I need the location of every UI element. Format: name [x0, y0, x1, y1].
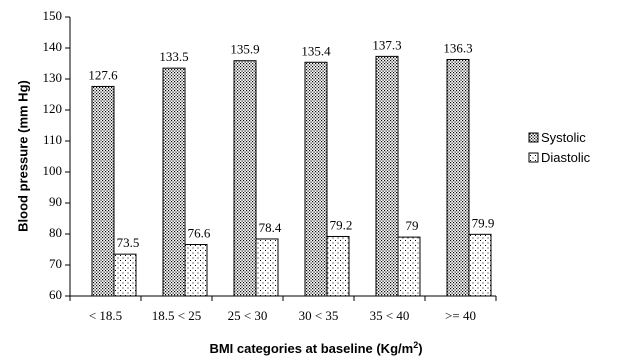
bar-diastolic-1: [184, 244, 208, 297]
legend-label-systolic: Systolic: [541, 130, 586, 145]
data-label-diastolic-1: 76.6: [188, 226, 211, 241]
bar-diastolic-3: [326, 235, 350, 297]
y-tick-label: 70: [49, 256, 62, 271]
data-label-diastolic-3: 79.2: [330, 217, 353, 232]
legend: Systolic Diastolic: [528, 130, 591, 165]
y-tick-label: 110: [43, 132, 62, 147]
legend-swatch-systolic: [528, 132, 539, 143]
y-tick-label: 150: [43, 8, 63, 23]
x-axis: < 18.5 18.5 < 25 25 < 30 30 < 35 35 < 40 >= 4…: [69, 295, 497, 323]
x-tick-label: 18.5 < 25: [152, 308, 202, 323]
bar-systolic-5: [446, 58, 470, 297]
plot-area: 127.6 133.5 135.9 135.4 137.3 136.3 73.5 76.6 78…: [88, 37, 495, 297]
x-tick-label: >= 40: [445, 308, 476, 323]
x-tick-label: 25 < 30: [228, 308, 268, 323]
data-label-diastolic-0: 73.5: [117, 235, 140, 250]
bar-systolic-4: [375, 55, 399, 297]
y-tick-label: 90: [49, 194, 62, 209]
legend-swatch-diastolic: [528, 152, 539, 163]
data-label-systolic-0: 127.6: [88, 67, 118, 82]
data-label-systolic-2: 135.9: [230, 42, 259, 57]
data-label-diastolic-5: 79.9: [472, 215, 495, 230]
y-tick-label: 140: [43, 39, 63, 54]
data-label-systolic-4: 137.3: [372, 37, 401, 52]
data-label-diastolic-4: 79: [406, 218, 419, 233]
x-tick-label: 35 < 40: [370, 308, 410, 323]
bar-systolic-1: [162, 67, 186, 297]
data-label-systolic-5: 136.3: [443, 40, 472, 55]
x-tick-label: 30 < 35: [299, 308, 339, 323]
bar-systolic-0: [91, 85, 115, 297]
y-tick-label: 60: [49, 287, 62, 302]
legend-label-diastolic: Diastolic: [541, 150, 591, 165]
data-label-diastolic-2: 78.4: [259, 220, 282, 235]
y-tick-label: 80: [49, 225, 62, 240]
bar-diastolic-4: [397, 236, 421, 297]
bar-diastolic-2: [255, 238, 279, 297]
bar-diastolic-0: [113, 253, 137, 297]
x-axis-title: BMI categories at baseline (Kg/m2): [209, 340, 422, 356]
data-label-systolic-3: 135.4: [301, 43, 331, 58]
y-tick-label: 130: [43, 70, 63, 85]
y-tick-label: 100: [43, 163, 63, 178]
y-axis: 60 70 80 90 100 110 120 130 140 150: [43, 8, 71, 302]
x-tick-label: < 18.5: [89, 308, 122, 323]
y-axis-title: Blood pressure (mm Hg): [15, 80, 30, 232]
bar-systolic-2: [233, 60, 257, 297]
bar-diastolic-5: [468, 233, 492, 297]
y-tick-label: 120: [43, 101, 63, 116]
data-label-systolic-1: 133.5: [159, 49, 188, 64]
bar-systolic-3: [304, 61, 328, 297]
